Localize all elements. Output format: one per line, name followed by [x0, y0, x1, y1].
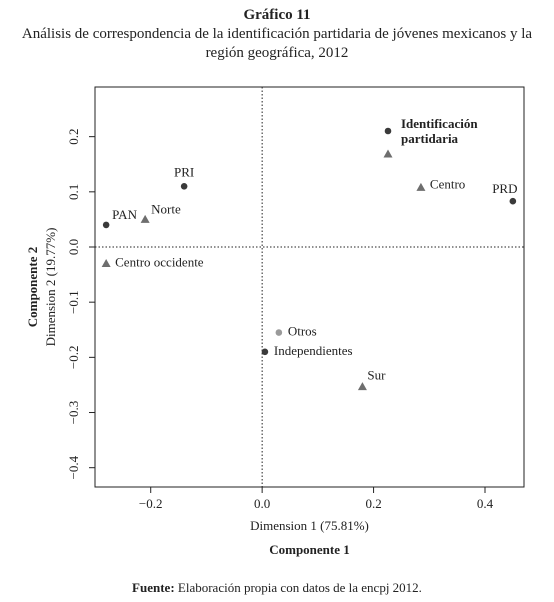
- y-tick-label: 0.2: [66, 129, 81, 145]
- plot-frame: [94, 86, 525, 488]
- x-axis-title: Componente 1: [269, 542, 350, 557]
- point-label: PAN: [112, 207, 137, 222]
- y-tick-label: 0.0: [66, 239, 81, 255]
- y-tick-label: −0.1: [66, 290, 81, 314]
- point: [275, 329, 283, 336]
- y-tick-label: −0.3: [66, 401, 81, 425]
- point: [416, 182, 426, 191]
- y-axis-label: Dimension 2 (19.77%): [43, 228, 58, 347]
- point: [357, 382, 367, 391]
- point-label: Sur: [367, 368, 386, 383]
- y-axis-title: Componente 2: [25, 247, 40, 328]
- point: [102, 221, 110, 229]
- chart-subtitle: Análisis de correspondencia de la identi…: [21, 26, 533, 61]
- point-label: Norte: [151, 201, 181, 216]
- source-label: Fuente:: [132, 580, 175, 595]
- point: [180, 183, 188, 190]
- y-tick-label: 0.1: [66, 184, 81, 200]
- point-label: Otros: [288, 324, 317, 339]
- point: [509, 197, 517, 205]
- x-tick-label: 0.4: [477, 496, 494, 511]
- x-axis-label: Dimension 1 (75.81%): [250, 518, 369, 533]
- x-tick-label: 0.0: [254, 496, 270, 511]
- point-label: Independientes: [274, 343, 353, 358]
- point: [261, 348, 269, 356]
- point-label: Centro: [430, 176, 465, 191]
- legend-label: Identificación partidaria: [401, 116, 478, 146]
- y-tick-label: −0.2: [66, 346, 81, 370]
- x-tick-label: 0.2: [365, 496, 381, 511]
- legend-marker: [383, 149, 393, 158]
- header: Gráfico 11 Análisis de correspondencia d…: [0, 6, 554, 63]
- source: Fuente: Elaboración propia con datos de …: [0, 580, 554, 596]
- point: [140, 214, 150, 223]
- legend-marker: [384, 127, 392, 135]
- point-label: Centro occidente: [115, 255, 204, 270]
- chart: −0.2 0.0 0.2 0.4 −0.4 −0.3 −0.2 −0.1 0.0 0.1 0.2 Di…: [25, 86, 525, 557]
- point: [101, 259, 111, 268]
- point-label: PRD: [492, 181, 517, 196]
- source-text: Elaboración propia con datos de la encpj…: [177, 580, 422, 595]
- y-tick-label: −0.4: [66, 455, 81, 479]
- chart-title: Gráfico 11: [243, 7, 311, 23]
- x-tick-label: −0.2: [139, 496, 163, 511]
- point-label: PRI: [174, 164, 194, 179]
